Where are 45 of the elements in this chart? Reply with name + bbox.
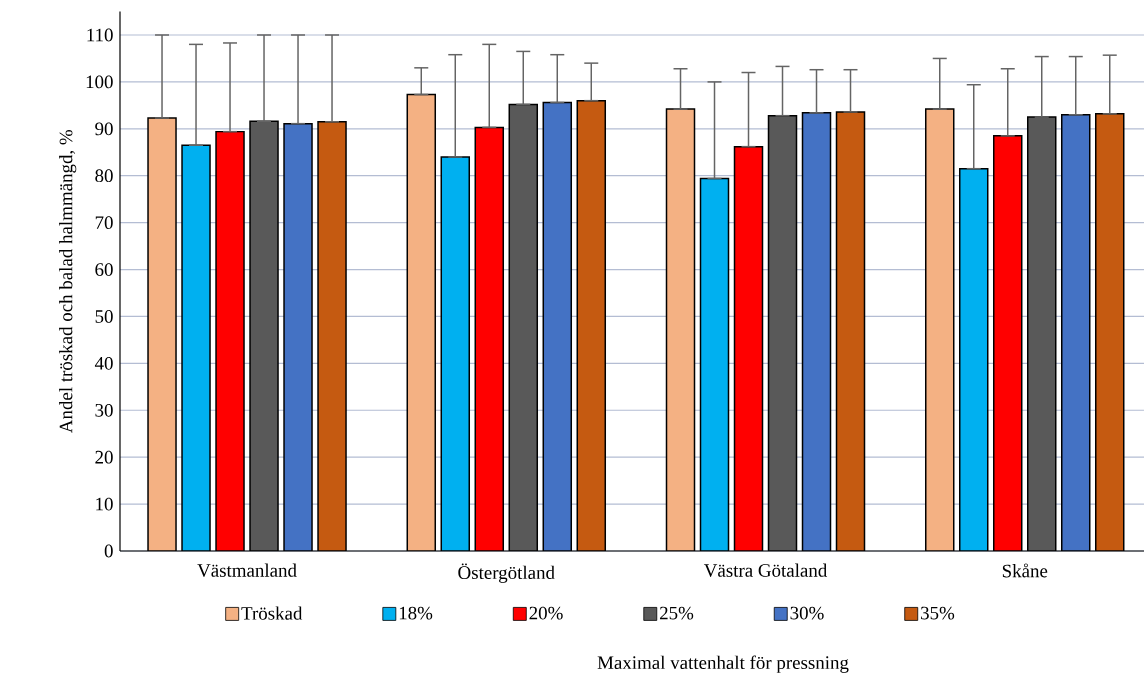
legend-label: 20% bbox=[529, 606, 563, 620]
x-tick-label: Västra Götaland bbox=[703, 563, 828, 577]
y-tick-label: 100 bbox=[86, 75, 113, 89]
y-tick-label: 10 bbox=[96, 497, 113, 511]
y-tick-label: 30 bbox=[95, 403, 113, 417]
legend-label: 30% bbox=[790, 606, 824, 620]
y-tick-label: 90 bbox=[95, 122, 113, 136]
bar bbox=[283, 122, 313, 551]
bar bbox=[440, 156, 471, 551]
bar bbox=[699, 177, 730, 551]
legend-label: 25% bbox=[659, 606, 694, 620]
bar bbox=[147, 117, 177, 551]
legend-label: 18% bbox=[399, 606, 433, 620]
bar bbox=[925, 108, 955, 551]
x-tick-label: Västmanland bbox=[197, 563, 297, 577]
bar bbox=[801, 112, 832, 551]
legend-label: Tröskad bbox=[241, 606, 303, 620]
y-tick-label: 40 bbox=[94, 356, 113, 370]
bar bbox=[993, 135, 1023, 551]
y-tick-label: 50 bbox=[95, 310, 113, 323]
bar bbox=[542, 101, 573, 551]
y-tick-label: 20 bbox=[95, 450, 113, 464]
bar bbox=[317, 121, 347, 551]
bar bbox=[576, 99, 607, 551]
y-tick-label: 110 bbox=[87, 28, 113, 42]
y-tick-label: 80 bbox=[95, 169, 113, 183]
bar bbox=[181, 144, 211, 551]
bar bbox=[835, 111, 866, 551]
bar bbox=[665, 108, 696, 551]
x-tick-label: Skåne bbox=[1002, 563, 1048, 578]
x-axis-title: Maximal vattenhalt för pressning bbox=[597, 655, 849, 673]
bar bbox=[1027, 116, 1057, 551]
bar bbox=[1061, 113, 1091, 551]
y-tick-label: 70 bbox=[95, 216, 113, 230]
legend-label: 35% bbox=[921, 606, 955, 620]
x-tick-label: Östergötland bbox=[458, 563, 555, 583]
bar bbox=[959, 167, 989, 551]
bar bbox=[733, 145, 764, 551]
bar bbox=[1095, 113, 1125, 551]
y-tick-label: 60 bbox=[95, 263, 113, 276]
y-tick-label: 0 bbox=[104, 544, 113, 558]
bar bbox=[406, 93, 437, 551]
bar bbox=[474, 126, 505, 551]
y-axis-title: Andel tröskad och balad halmmängd, % bbox=[59, 129, 77, 433]
bar bbox=[215, 130, 245, 551]
